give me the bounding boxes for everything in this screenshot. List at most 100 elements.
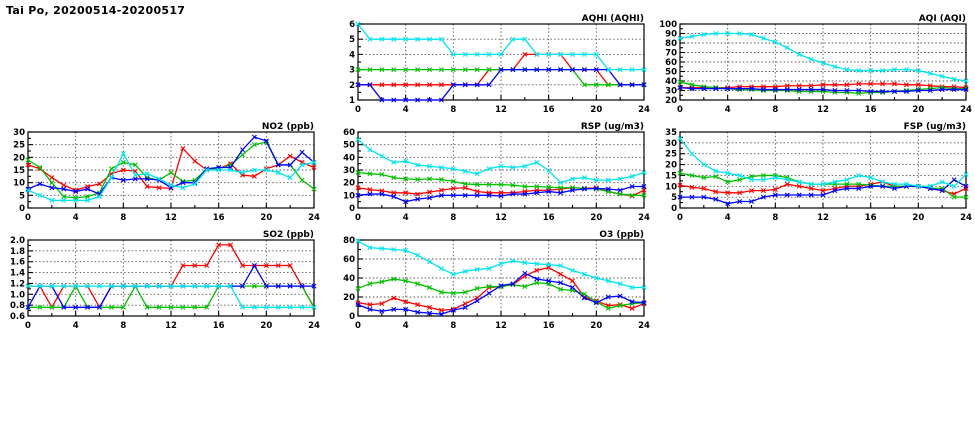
data-point-marker — [820, 60, 826, 66]
data-point-marker — [204, 283, 210, 289]
data-point-marker — [379, 82, 385, 88]
data-point-marker — [689, 184, 695, 190]
chart-panel-so2: 0.6 0.8 1.0 1.2 1.4 1.6 1.8 2.0 0 4 8 12 16 20 24 SO2 (… — [0, 228, 322, 338]
x-tick-label: 12 — [165, 213, 177, 223]
data-point-marker — [760, 188, 766, 194]
data-point-marker — [192, 283, 198, 289]
data-point-marker — [808, 181, 814, 187]
data-point-marker — [951, 194, 957, 200]
data-point-marker — [486, 166, 492, 172]
x-tick-label: 0 — [677, 105, 683, 115]
data-point-marker — [760, 194, 766, 200]
y-tick-label: 0 — [19, 204, 25, 214]
y-tick-label: 10 — [665, 182, 677, 192]
data-point-marker — [204, 167, 210, 173]
data-point-marker — [25, 187, 31, 193]
data-point-marker — [287, 162, 293, 168]
y-tick-label: 5 — [671, 193, 677, 203]
data-point-marker — [558, 185, 564, 191]
data-point-marker — [522, 270, 528, 276]
data-point-marker — [725, 31, 731, 36]
data-point-marker — [168, 182, 174, 188]
data-point-marker — [844, 82, 850, 88]
x-tick-label: 8 — [450, 321, 456, 331]
data-point-marker — [73, 197, 79, 203]
data-point-marker — [605, 186, 611, 192]
data-point-marker — [486, 182, 492, 188]
data-point-marker — [534, 276, 540, 282]
data-point-marker — [939, 73, 945, 79]
data-point-marker — [379, 246, 385, 252]
data-point-marker — [486, 284, 492, 290]
x-tick-label: 24 — [638, 105, 650, 115]
y-tick-label: 0 — [349, 204, 355, 214]
data-point-marker — [963, 78, 969, 84]
data-point-marker — [427, 97, 432, 103]
data-point-marker — [438, 67, 444, 73]
y-tick-label: 20 — [343, 293, 355, 303]
data-point-marker — [760, 172, 766, 178]
y-tick-label: 0 — [671, 204, 677, 214]
data-point-marker — [534, 267, 540, 273]
data-point-marker — [391, 67, 397, 73]
x-tick-label: 12 — [165, 321, 177, 331]
data-point-marker — [915, 82, 921, 88]
data-point-marker — [868, 183, 874, 189]
data-point-marker — [629, 82, 635, 88]
data-point-marker — [97, 181, 102, 187]
data-point-marker — [772, 39, 778, 45]
data-point-marker — [73, 189, 79, 195]
data-point-marker — [522, 191, 528, 197]
data-point-marker — [581, 67, 587, 73]
data-point-marker — [462, 268, 468, 274]
data-point-marker — [593, 67, 599, 73]
data-point-marker — [427, 67, 432, 73]
data-point-marker — [486, 82, 492, 88]
data-point-marker — [355, 185, 361, 191]
data-point-marker — [892, 81, 897, 87]
x-tick-label: 0 — [677, 213, 683, 223]
y-tick-label: 1 — [349, 96, 355, 106]
data-point-marker — [796, 87, 802, 93]
chart-svg-so2: 0.60.81.01.21.41.61.82.0 0 4 8 12 16 20 24 SO2 (… — [10, 230, 320, 331]
data-point-marker — [450, 290, 456, 296]
data-point-marker — [474, 285, 480, 291]
y-tick-label: 20 — [665, 161, 677, 171]
data-point-marker — [263, 304, 269, 310]
data-point-marker — [415, 196, 421, 202]
data-point-marker — [240, 147, 245, 153]
data-point-marker — [701, 175, 707, 181]
data-point-marker — [180, 145, 186, 151]
data-point-marker — [415, 177, 421, 182]
data-point-marker — [427, 82, 432, 88]
data-point-marker — [37, 164, 43, 170]
data-point-marker — [299, 162, 305, 168]
data-point-marker — [216, 242, 222, 248]
data-point-marker — [546, 278, 552, 284]
data-point-marker — [510, 164, 516, 170]
data-point-marker — [784, 181, 790, 187]
data-point-marker — [796, 179, 802, 185]
x-tick-label: 4 — [403, 213, 409, 223]
chart-title-so2: SO2 (ppb) — [263, 230, 314, 240]
data-point-marker — [355, 192, 361, 198]
y-tick-label: 20 — [13, 153, 25, 163]
data-point-marker — [570, 278, 575, 284]
data-point-marker — [510, 182, 516, 188]
data-point-marker — [677, 136, 683, 142]
data-point-marker — [204, 304, 210, 310]
data-point-marker — [251, 173, 257, 179]
data-point-marker — [856, 185, 862, 191]
data-point-marker — [462, 192, 468, 198]
data-point-marker — [391, 159, 397, 165]
data-point-marker — [379, 301, 385, 307]
data-point-marker — [534, 159, 540, 165]
data-point-marker — [617, 67, 623, 73]
data-point-marker — [617, 191, 623, 197]
data-point-marker — [367, 281, 373, 287]
x-tick-label: 12 — [817, 213, 829, 223]
data-point-marker — [403, 36, 409, 42]
data-point-marker — [522, 67, 528, 73]
data-point-marker — [450, 82, 456, 88]
data-point-marker — [108, 283, 114, 289]
